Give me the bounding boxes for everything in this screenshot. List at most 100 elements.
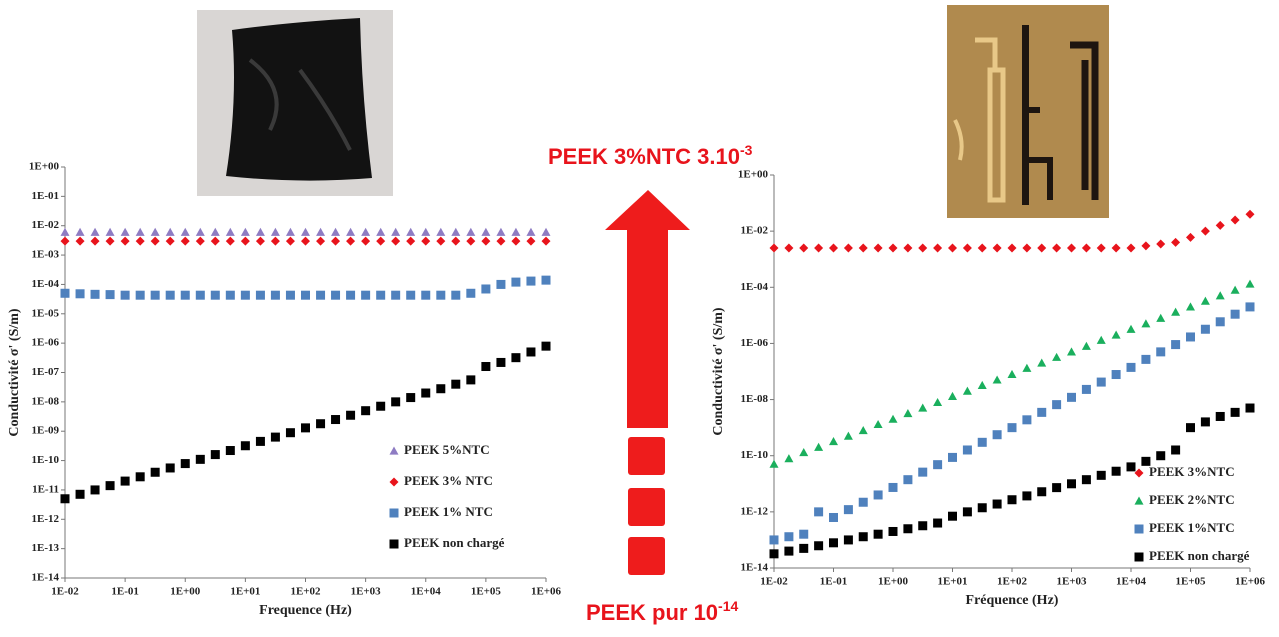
marker bbox=[316, 236, 326, 246]
marker bbox=[1111, 330, 1121, 339]
y-tick-label: 1E-08 bbox=[741, 393, 769, 405]
marker bbox=[225, 446, 235, 456]
marker bbox=[496, 236, 506, 246]
marker bbox=[60, 288, 70, 298]
x-tick-label: 1E+02 bbox=[290, 586, 321, 598]
marker bbox=[331, 227, 341, 236]
marker bbox=[873, 419, 883, 429]
marker bbox=[210, 450, 220, 460]
marker bbox=[977, 437, 987, 447]
marker bbox=[1067, 243, 1076, 253]
marker bbox=[511, 277, 521, 287]
marker bbox=[1230, 215, 1240, 225]
marker bbox=[541, 227, 551, 236]
x-tick-label: 1E+01 bbox=[937, 576, 967, 588]
marker bbox=[1037, 358, 1047, 367]
marker bbox=[105, 227, 115, 236]
marker bbox=[1081, 384, 1091, 394]
marker bbox=[1245, 403, 1255, 413]
marker bbox=[873, 243, 883, 253]
marker bbox=[1096, 470, 1106, 480]
marker bbox=[210, 290, 220, 300]
marker bbox=[1200, 296, 1210, 305]
marker bbox=[1126, 324, 1136, 333]
marker bbox=[1186, 232, 1195, 242]
marker bbox=[918, 403, 928, 412]
marker bbox=[977, 380, 987, 389]
annotation-text: PEEK pur 10 bbox=[586, 600, 718, 625]
annotation-bottom: PEEK pur 10-14 bbox=[586, 598, 738, 625]
marker bbox=[75, 489, 85, 499]
marker bbox=[1081, 341, 1091, 350]
legend-label: PEEK 3% NTC bbox=[404, 473, 493, 488]
marker bbox=[1022, 363, 1032, 372]
marker bbox=[858, 243, 868, 253]
y-tick-label: 1E-03 bbox=[32, 249, 60, 261]
marker bbox=[843, 243, 853, 253]
marker bbox=[301, 227, 310, 236]
marker bbox=[1230, 407, 1240, 417]
marker bbox=[331, 415, 341, 425]
marker bbox=[391, 290, 401, 300]
marker bbox=[541, 341, 551, 351]
marker bbox=[150, 236, 160, 246]
x-tick-label: 1E-02 bbox=[51, 586, 79, 598]
marker bbox=[948, 452, 957, 462]
marker bbox=[90, 236, 100, 246]
marker bbox=[240, 441, 250, 451]
marker bbox=[165, 290, 175, 300]
marker bbox=[301, 290, 310, 300]
marker bbox=[526, 347, 536, 357]
marker bbox=[541, 236, 551, 246]
marker bbox=[75, 227, 85, 236]
marker bbox=[165, 236, 175, 246]
marker bbox=[1200, 417, 1210, 427]
marker bbox=[406, 290, 416, 300]
marker bbox=[361, 236, 371, 246]
marker bbox=[361, 227, 371, 236]
marker bbox=[90, 485, 100, 495]
marker bbox=[391, 227, 401, 236]
y-tick-label: 1E-14 bbox=[32, 572, 60, 584]
marker bbox=[481, 362, 491, 372]
legend-label: PEEK 1%NTC bbox=[1149, 520, 1235, 535]
marker bbox=[992, 430, 1002, 440]
marker bbox=[1141, 456, 1151, 466]
y-tick-label: 1E-04 bbox=[741, 281, 769, 293]
marker bbox=[135, 236, 145, 246]
marker bbox=[888, 482, 898, 492]
marker bbox=[873, 490, 883, 500]
marker bbox=[120, 476, 130, 486]
marker bbox=[1141, 319, 1151, 328]
annotation-exponent: -14 bbox=[718, 598, 738, 614]
x-tick-label: 1E+04 bbox=[411, 586, 442, 598]
marker bbox=[511, 353, 521, 363]
marker bbox=[225, 236, 235, 246]
marker bbox=[240, 227, 250, 236]
marker bbox=[1215, 291, 1225, 300]
marker bbox=[436, 236, 446, 246]
marker bbox=[270, 432, 280, 442]
y-tick-label: 1E-06 bbox=[32, 337, 60, 349]
marker bbox=[210, 227, 220, 236]
marker bbox=[346, 410, 356, 420]
marker bbox=[1022, 243, 1032, 253]
x-axis-title: Frequence (Hz) bbox=[259, 603, 352, 618]
marker bbox=[1052, 352, 1062, 361]
marker bbox=[1200, 226, 1210, 236]
marker bbox=[1156, 347, 1166, 357]
photo-parts bbox=[947, 5, 1109, 218]
marker bbox=[769, 549, 779, 559]
marker bbox=[784, 454, 794, 463]
marker bbox=[1171, 307, 1181, 316]
marker bbox=[481, 236, 491, 246]
marker bbox=[1245, 302, 1255, 312]
y-axis-title: Conductivité σ' (S/m) bbox=[711, 307, 726, 436]
marker bbox=[225, 290, 235, 300]
annotation-top: PEEK 3%NTC 3.10-3 bbox=[548, 142, 753, 169]
marker bbox=[255, 290, 265, 300]
marker bbox=[496, 279, 506, 289]
legend-marker bbox=[389, 446, 399, 455]
photo-film bbox=[197, 10, 393, 196]
marker bbox=[933, 397, 943, 407]
